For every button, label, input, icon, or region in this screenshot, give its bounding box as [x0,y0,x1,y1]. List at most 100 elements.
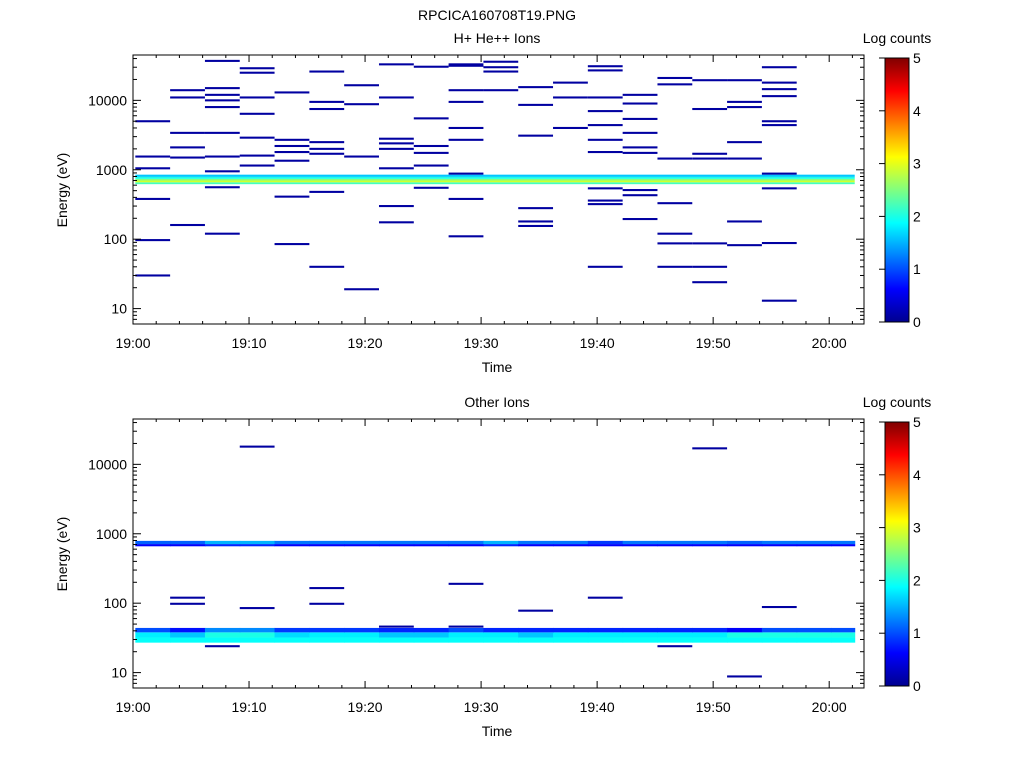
heatmap-band-row [135,180,855,183]
heatmap-cell [448,197,484,200]
heatmap-cell [413,637,450,643]
heatmap-cell [135,544,171,547]
heatmap-cells [135,445,856,678]
heatmap-cell [239,154,275,157]
heatmap-cell [831,632,856,638]
y-tick-label: 10000 [88,92,127,108]
heatmap-cell [553,632,589,638]
heatmap-cell [761,632,798,638]
heatmap-cell [204,99,240,102]
heatmap-cell [239,540,276,545]
y-axis-label: Energy (eV) [54,517,70,592]
heatmap-cell [135,120,171,123]
heatmap-cell [727,79,762,82]
x-tick-label: 19:00 [115,335,150,351]
heatmap-cell [239,445,275,448]
heatmap-cell [622,117,658,120]
heatmap-cell [378,544,415,547]
figure-title: RPCICA160708T19.PNG [418,7,576,23]
plot-frame [132,54,865,325]
heatmap-cell [483,632,519,638]
heatmap-cell [135,637,171,643]
heatmap-cell [727,637,763,643]
heatmap-cell [344,627,380,633]
heatmap-cell [657,632,693,638]
heatmap-cell [553,540,589,545]
heatmap-cell [727,244,762,247]
heatmap-cell [483,89,519,92]
heatmap-cell [204,106,240,109]
heatmap-cell [657,265,693,268]
heatmap-cell [309,627,345,633]
colorbar-tick-label: 5 [913,50,921,66]
heatmap-cell [831,544,856,547]
heatmap-cell [135,155,171,158]
heatmap-cell [309,147,345,150]
colorbar-ticks: 0 1 2 3 4 5 [879,414,921,694]
y-tick-label: 100 [104,595,128,611]
y-tick-label: 1000 [96,526,127,542]
heatmap-cell [239,96,275,99]
heatmap-cell [587,203,623,206]
heatmap-cell [309,141,345,144]
heatmap-cell [378,142,414,145]
colorbar [884,57,910,323]
x-tick-label: 19:20 [348,335,383,351]
heatmap-cells [135,59,855,302]
heatmap-cell [448,627,484,633]
heatmap-cell [761,540,798,545]
heatmap-cell [239,71,275,74]
heatmap-cell [413,627,450,633]
heatmap-cell [553,96,588,99]
colorbar-tick-label: 3 [913,156,921,172]
heatmap-cell [518,609,554,612]
heatmap-cell [135,632,171,638]
heatmap-cell [553,627,589,633]
heatmap-cell [796,637,833,643]
heatmap-cell [274,144,310,148]
x-tick-label: 20:00 [812,335,847,351]
heatmap-cell [831,627,856,633]
heatmap-cell [622,131,658,134]
heatmap-cell [483,70,519,73]
heatmap-cell [553,81,588,84]
heatmap-cell [170,96,205,99]
heatmap-cell [448,100,484,103]
x-tick-label: 19:30 [464,335,499,351]
heatmap-cell [378,167,414,170]
colorbar-tick-label: 4 [913,467,921,483]
heatmap-cell [518,220,554,223]
colorbar-tick-label: 4 [913,103,921,119]
heatmap-cell [204,627,241,633]
heatmap-cell [587,96,623,99]
heatmap-cell [413,151,449,154]
heatmap-cell [413,117,449,120]
heatmap-cell [378,540,415,545]
heatmap-cell [657,540,693,545]
heatmap-cell [483,540,519,545]
heatmap-cell [204,632,241,638]
heatmap-cell [657,627,693,633]
heatmap-cell [378,625,414,628]
heatmap-cell [761,120,797,123]
heatmap-cell [239,544,276,547]
heatmap-cell [761,172,797,175]
heatmap-cell [309,107,345,111]
heatmap-cell [135,274,171,277]
heatmap-cell [274,632,310,638]
heatmap-cell [378,63,414,66]
heatmap-cell [518,207,554,210]
heatmap-cell [587,110,623,113]
heatmap-cell [622,627,658,633]
panel-h-he-ions: H+ He++ Ions 19:00 19:10 19:20 19:30 19:40 19… [54,30,931,375]
heatmap-cell [587,265,623,268]
heatmap-cell [727,627,763,633]
heatmap-cell [692,281,728,284]
x-axis-label: Time [482,723,513,739]
x-tick-label: 19:40 [580,699,615,715]
heatmap-cell [518,632,554,638]
heatmap-cell [170,223,205,227]
panel-other-ions: Other Ions 19:00 19:10 19:20 19:30 19:40 19:5… [54,394,931,739]
heatmap-cell [309,587,345,590]
